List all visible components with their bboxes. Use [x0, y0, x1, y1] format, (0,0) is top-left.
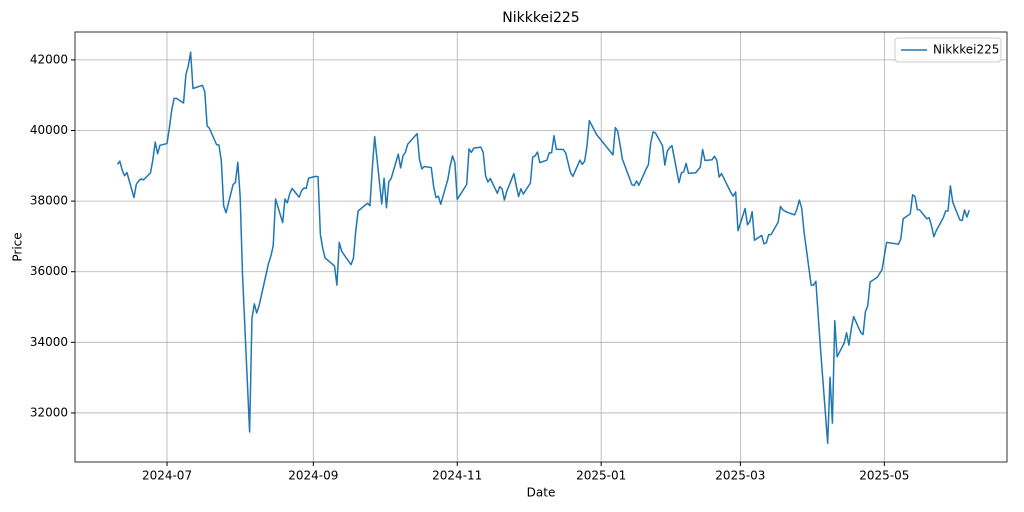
- x-tick-label: 2025-05: [859, 469, 909, 483]
- x-tick-label: 2025-03: [715, 469, 765, 483]
- plot-frame: [74, 31, 1008, 463]
- x-tick-label: 2024-09: [288, 469, 338, 483]
- y-tick-label: 32000: [30, 405, 68, 419]
- y-tick-label: 34000: [30, 335, 68, 349]
- y-axis-label: Price: [11, 232, 25, 261]
- x-axis-label: Date: [527, 486, 556, 500]
- x-tick-label: 2025-01: [576, 469, 626, 483]
- x-tick-label: 2024-11: [432, 469, 482, 483]
- legend-box: [894, 37, 1002, 63]
- y-tick-label: 38000: [30, 194, 68, 208]
- y-tick-label: 42000: [30, 52, 68, 66]
- chart-title: Nikkkei225: [502, 10, 579, 26]
- line-series: [116, 51, 970, 445]
- y-tick-label: 36000: [30, 264, 68, 278]
- x-tick-label: 2024-07: [142, 469, 192, 483]
- y-tick-label: 40000: [30, 123, 68, 137]
- legend-label: Nikkkei225: [933, 43, 999, 57]
